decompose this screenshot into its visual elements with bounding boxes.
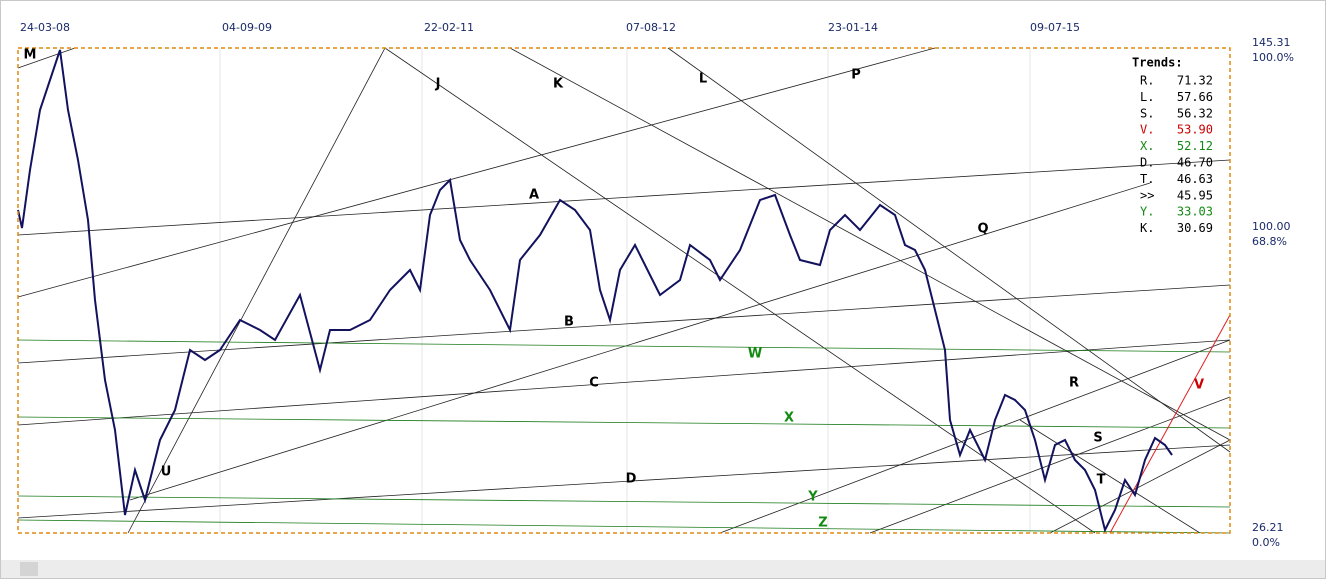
trend-value: 45.95 bbox=[1177, 188, 1213, 202]
line-label: B bbox=[564, 315, 574, 330]
y-price-label: 145.31 bbox=[1252, 36, 1291, 49]
trend-key: V. bbox=[1140, 123, 1154, 137]
trend-value: 30.69 bbox=[1177, 221, 1213, 235]
trend-value: 33.03 bbox=[1177, 205, 1213, 219]
trend-key: Y. bbox=[1140, 205, 1154, 219]
line-labels: M J K L P A Q B W C R V X S U D T YZ bbox=[24, 48, 1205, 531]
line-label: W bbox=[748, 347, 762, 362]
line-label: V bbox=[1194, 378, 1204, 393]
line-label: Y bbox=[807, 490, 818, 505]
trend-value: 71.32 bbox=[1177, 74, 1213, 88]
line-label: X bbox=[784, 411, 794, 426]
trend-value: 56.32 bbox=[1177, 106, 1213, 120]
x-axis-label: 07-08-12 bbox=[626, 21, 676, 34]
trend-key: T. bbox=[1140, 172, 1154, 186]
y-price-label: 26.21 bbox=[1252, 521, 1284, 534]
x-axis-label: 23-01-14 bbox=[828, 21, 878, 34]
trend-key: D. bbox=[1140, 156, 1154, 170]
line-label: L bbox=[699, 72, 707, 87]
trends-title: Trends: bbox=[1132, 56, 1183, 70]
trend-key: X. bbox=[1140, 139, 1154, 153]
scrollbar-thumb[interactable] bbox=[20, 562, 38, 576]
trend-lines bbox=[17, 47, 1231, 534]
line-label: K bbox=[553, 77, 564, 92]
line-label: U bbox=[161, 465, 172, 480]
line-label: P bbox=[851, 68, 861, 83]
line-label: Q bbox=[977, 222, 988, 237]
y-percent-label: 0.0% bbox=[1252, 536, 1280, 549]
y-price-label: 100.00 bbox=[1252, 220, 1291, 233]
y-axis-labels: 145.31 100.0% 100.00 68.8% 26.21 0.0% bbox=[1252, 36, 1294, 549]
trend-value: 52.12 bbox=[1177, 139, 1213, 153]
line-label: R bbox=[1069, 376, 1079, 391]
line-label: Z bbox=[818, 516, 827, 531]
grid bbox=[219, 48, 1031, 533]
y-percent-label: 100.0% bbox=[1252, 51, 1294, 64]
x-axis-label: 09-07-15 bbox=[1030, 21, 1080, 34]
trend-value: 46.70 bbox=[1177, 156, 1213, 170]
line-label: D bbox=[626, 472, 637, 487]
x-axis-label: 04-09-09 bbox=[222, 21, 272, 34]
line-label: S bbox=[1093, 431, 1102, 446]
line-label: M bbox=[24, 48, 37, 63]
trend-value: 53.90 bbox=[1177, 123, 1213, 137]
trend-value: 46.63 bbox=[1177, 172, 1213, 186]
plot-frame bbox=[17, 47, 1231, 534]
x-axis-labels: 24-03-08 04-09-09 22-02-11 07-08-12 23-01-14… bbox=[20, 21, 1080, 34]
trend-value: 57.66 bbox=[1177, 90, 1213, 104]
trend-key: >> bbox=[1140, 188, 1154, 202]
trend-key: R. bbox=[1140, 74, 1154, 88]
x-axis-label: 24-03-08 bbox=[20, 21, 70, 34]
price-curve bbox=[17, 49, 1173, 533]
trend-key: L. bbox=[1140, 90, 1154, 104]
line-label: A bbox=[529, 188, 539, 203]
scrollbar-track bbox=[1, 560, 1325, 578]
trends-legend: Trends: R. 71.32 L. 57.66 S. 56.32 V. 53.90 X. 52… bbox=[1132, 56, 1213, 236]
line-label: J bbox=[435, 77, 441, 92]
y-percent-label: 68.8% bbox=[1252, 235, 1287, 248]
trend-key: S. bbox=[1140, 106, 1154, 120]
line-label: C bbox=[589, 376, 599, 391]
trend-key: K. bbox=[1140, 221, 1154, 235]
line-label: T bbox=[1097, 473, 1106, 488]
x-axis-label: 22-02-11 bbox=[424, 21, 474, 34]
